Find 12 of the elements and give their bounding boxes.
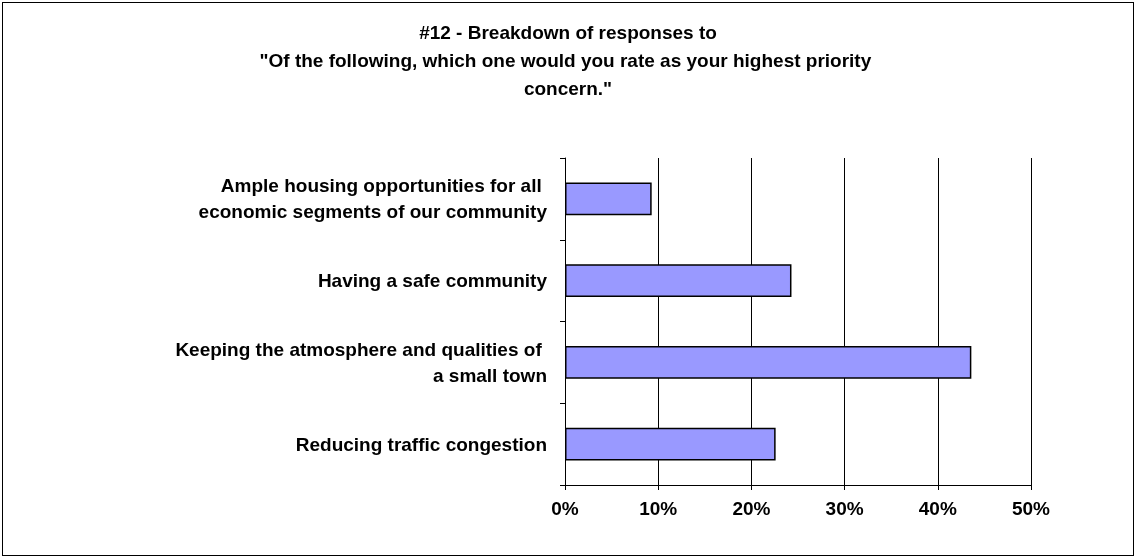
- x-tick-label: 0%: [551, 498, 579, 519]
- y-tick-label: Reducing traffic congestion: [295, 433, 547, 455]
- x-tick-label: 10%: [639, 498, 678, 519]
- x-tick-label: 20%: [732, 498, 771, 519]
- x-tick-label: 50%: [1011, 498, 1051, 519]
- y-tick-label: Having a safe community: [317, 270, 548, 292]
- y-tick-label: Keeping the atmosphere and qualities of a small town: [175, 338, 547, 386]
- x-tick-label: 30%: [825, 498, 864, 519]
- x-tick-label: 40%: [918, 498, 957, 519]
- y-tick-label: Ample housing opportunities for all economic segments of our community: [198, 175, 548, 223]
- bar: [565, 182, 652, 216]
- chart-title: #12 - Breakdown of responses to "Of the following, which one would you rate as your highest priority concern.": [259, 21, 877, 99]
